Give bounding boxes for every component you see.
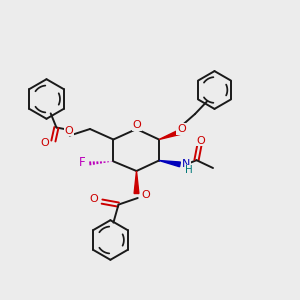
Text: O: O xyxy=(177,124,186,134)
Text: O: O xyxy=(141,190,150,200)
Polygon shape xyxy=(134,171,139,194)
Text: O: O xyxy=(40,137,49,148)
Text: O: O xyxy=(64,126,73,136)
Text: N: N xyxy=(182,159,190,170)
Text: O: O xyxy=(196,136,205,146)
Polygon shape xyxy=(159,130,181,140)
Text: O: O xyxy=(133,120,142,130)
Text: H: H xyxy=(185,165,193,176)
Polygon shape xyxy=(159,160,180,167)
Text: O: O xyxy=(90,194,98,205)
Text: F: F xyxy=(79,156,86,169)
